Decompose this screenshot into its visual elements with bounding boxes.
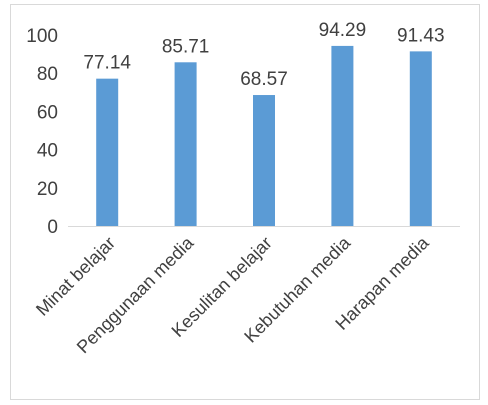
y-tick-label: 0 [47, 217, 58, 238]
bar [253, 95, 275, 226]
bar [174, 62, 197, 226]
y-tick-label: 40 [37, 141, 58, 162]
y-tick-label: 80 [37, 64, 58, 85]
y-tick-label: 60 [37, 102, 58, 123]
data-label: 85.71 [162, 36, 210, 57]
data-label: 77.14 [83, 53, 131, 74]
data-label: 91.43 [397, 25, 445, 46]
data-label: 68.57 [240, 69, 288, 90]
bar [409, 51, 432, 226]
category-label: Minat belajar [32, 233, 119, 320]
bar [96, 78, 119, 226]
chart-frame [10, 4, 480, 400]
bar [331, 45, 354, 227]
y-tick-label: 100 [26, 26, 58, 47]
y-tick-label: 20 [37, 179, 58, 200]
data-label: 94.29 [319, 20, 367, 41]
